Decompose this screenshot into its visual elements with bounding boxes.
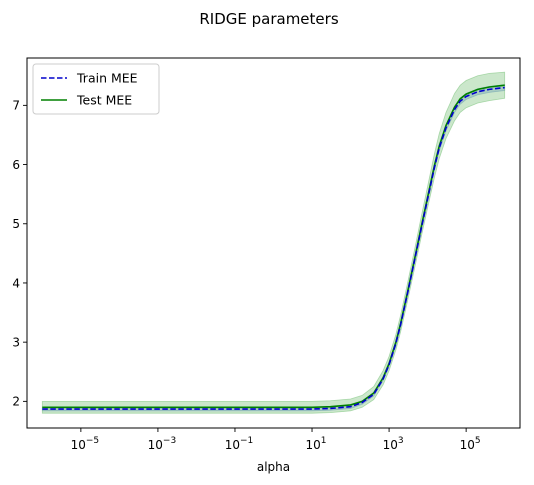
y-tick-label: 5 — [12, 217, 20, 231]
y-tick-label: 2 — [12, 395, 20, 409]
y-tick-label: 7 — [12, 99, 20, 113]
series-lines — [42, 84, 505, 410]
series-line-1 — [42, 84, 505, 409]
legend-label-0: Train MEE — [76, 71, 138, 86]
y-tick-label: 3 — [12, 335, 20, 349]
x-tick-label: 10−3 — [148, 436, 177, 452]
band-0 — [41, 84, 506, 412]
x-tick-label: 10−5 — [71, 436, 100, 452]
confidence-bands — [41, 71, 506, 414]
series-line-0 — [42, 86, 505, 410]
x-tick-label: 105 — [460, 436, 481, 452]
chart-title: RIDGE parameters — [199, 10, 338, 28]
x-axis: 10−5 10−3 10−1 101 103 105 — [71, 428, 481, 452]
x-tick-label: 103 — [383, 436, 404, 452]
legend: Train MEE Test MEE — [32, 63, 160, 115]
x-tick-label: 10−1 — [225, 436, 254, 452]
band-1 — [41, 71, 506, 414]
x-tick-label: 101 — [306, 436, 327, 452]
y-axis: 2 3 4 5 6 7 — [12, 99, 27, 409]
legend-label-1: Test MEE — [76, 93, 132, 108]
y-tick-label: 6 — [12, 158, 20, 172]
plot-frame — [26, 57, 521, 429]
y-tick-label: 4 — [12, 276, 20, 290]
legend-box — [32, 63, 160, 115]
x-axis-title: alpha — [257, 460, 290, 474]
